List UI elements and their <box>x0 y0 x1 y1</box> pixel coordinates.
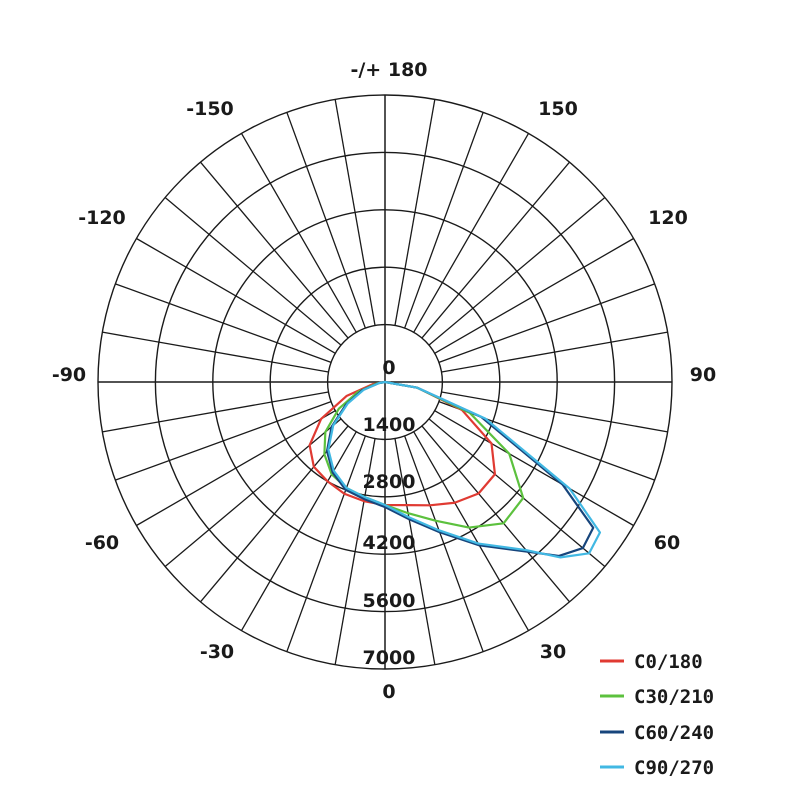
axis-labels: -/+ 180 150 -150 120 -120 90 -90 60 -60 30 -30 0 0 14… <box>52 59 716 703</box>
grid-spoke-200 <box>286 112 366 329</box>
radial-label-2800: 2800 <box>363 471 416 493</box>
grid-spoke-310 <box>164 418 342 567</box>
series-curves <box>308 380 602 559</box>
angle-label-150: 150 <box>538 98 578 120</box>
angle-label-neg60: -60 <box>85 532 119 554</box>
grid-spoke-350 <box>334 438 376 665</box>
grid-spoke-250 <box>115 283 332 363</box>
radial-label-4200: 4200 <box>363 532 416 554</box>
grid-spoke-340 <box>286 435 366 652</box>
radial-label-5600: 5600 <box>363 590 416 612</box>
grid-spoke-230 <box>164 197 342 346</box>
legend-label-0: C0/180 <box>634 651 703 673</box>
angle-label-neg150: -150 <box>186 98 234 120</box>
grid-spoke-60 <box>434 410 634 527</box>
grid-spoke-280 <box>102 391 329 433</box>
grid-spoke-260 <box>102 331 329 373</box>
series-curve-3 <box>327 380 602 559</box>
grid-spoke-100 <box>441 331 668 373</box>
angle-label-neg90: -90 <box>52 364 86 386</box>
grid-spoke-50 <box>428 418 606 567</box>
grid-spoke-160 <box>404 112 484 329</box>
angle-label-30: 30 <box>540 641 566 663</box>
radial-label-1400: 1400 <box>363 414 416 436</box>
grid-spoke-130 <box>428 197 606 346</box>
grid-spoke-30 <box>413 431 530 631</box>
grid-spoke-150 <box>413 133 530 333</box>
grid-spoke-140 <box>421 161 570 339</box>
legend-label-1: C30/210 <box>634 686 714 708</box>
grid-spoke-170 <box>394 99 436 326</box>
grid-spoke-220 <box>200 161 349 339</box>
grid-spoke-10 <box>394 438 436 665</box>
legend: C0/180 C30/210 C60/240 C90/270 <box>600 651 714 779</box>
grid-spoke-110 <box>438 283 655 363</box>
grid-spoke-20 <box>404 435 484 652</box>
legend-label-2: C60/240 <box>634 722 714 744</box>
angle-label-neg120: -120 <box>78 207 126 229</box>
grid-spoke-320 <box>200 425 349 603</box>
angle-label-180: -/+ 180 <box>350 59 427 81</box>
angle-label-0: 0 <box>382 681 395 703</box>
grid-spoke-190 <box>334 99 376 326</box>
grid-spoke-300 <box>136 410 336 527</box>
grid-spoke-40 <box>421 425 570 603</box>
angle-label-90: 90 <box>690 364 716 386</box>
grid-spoke-80 <box>441 391 668 433</box>
angle-label-neg30: -30 <box>200 641 234 663</box>
legend-label-3: C90/270 <box>634 757 714 779</box>
angle-label-60: 60 <box>654 532 680 554</box>
radial-label-7000: 7000 <box>363 647 416 669</box>
grid-spoke-210 <box>240 133 357 333</box>
grid-spoke-120 <box>434 237 634 354</box>
radial-label-0: 0 <box>382 357 395 379</box>
grid-spoke-330 <box>240 431 357 631</box>
grid-spoke-290 <box>115 401 332 481</box>
grid-spoke-240 <box>136 237 336 354</box>
angle-label-120: 120 <box>648 207 688 229</box>
